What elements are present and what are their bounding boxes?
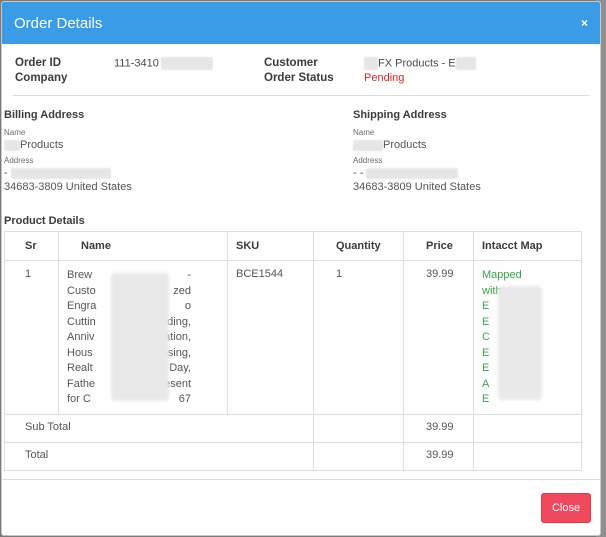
subtotal-map-empty	[473, 413, 582, 443]
billing-address: Billing Address Name Products Address - …	[4, 109, 132, 198]
redaction	[160, 57, 213, 70]
product-name-line: Engra o	[67, 300, 191, 312]
order-status-value: Pending	[364, 72, 405, 84]
intacct-map-line: Mapped	[482, 269, 522, 281]
intacct-map-line: E	[482, 362, 490, 374]
subtotal-value: 39.99	[403, 413, 474, 443]
row-quantity: 1	[313, 260, 404, 415]
close-button[interactable]: Close	[541, 493, 591, 523]
col-sr: Sr	[4, 231, 59, 261]
shipping-address-line1-text: - -	[353, 167, 364, 179]
shipping-name-text: Products	[383, 139, 427, 151]
subtotal-empty	[313, 413, 404, 443]
redaction	[498, 286, 542, 400]
modal-body: Order ID 111-3410 Company Customer FX Pr…	[2, 44, 600, 481]
order-summary: Order ID 111-3410 Company Customer FX Pr…	[13, 44, 589, 96]
redaction	[111, 273, 169, 401]
order-id-value: 111-3410	[114, 57, 213, 70]
shipping-address-line2: 34683-3809 United States	[353, 181, 481, 193]
product-details-title: Product Details	[4, 215, 85, 227]
billing-address-title: Billing Address	[4, 109, 85, 121]
redaction	[366, 167, 459, 179]
product-name-line: Realt Day,	[67, 362, 191, 374]
total-map-empty	[473, 441, 582, 471]
redaction	[10, 167, 111, 179]
customer-value: FX Products - E	[364, 57, 476, 70]
total-row: Total 39.99	[4, 441, 582, 471]
billing-name-value: Products	[4, 139, 132, 151]
billing-address-label: Address	[4, 156, 34, 165]
intacct-map-line: E	[482, 346, 490, 359]
total-value: 39.99	[403, 441, 474, 471]
order-id-text: 111-3410	[114, 57, 159, 70]
intacct-map-line: with	[482, 284, 502, 297]
redaction	[364, 57, 378, 70]
billing-name-text: Products	[20, 139, 64, 151]
row-sr: 1	[4, 260, 59, 415]
billing-address-line1-text: -	[4, 167, 8, 179]
modal-header: Order Details ×	[2, 2, 600, 44]
product-name-line: Custo zed	[67, 284, 191, 297]
table-header-row: Sr Name SKU Quantity Price Intacct Map	[4, 231, 582, 261]
shipping-name-value: Products	[353, 139, 481, 151]
product-table: Sr Name SKU Quantity Price Intacct Map 1…	[4, 231, 582, 471]
redaction	[353, 139, 383, 151]
customer-label: Customer	[264, 57, 318, 69]
shipping-address: Shipping Address Name Products Address -…	[353, 109, 481, 198]
close-icon[interactable]: ×	[580, 16, 588, 30]
billing-address-line2: 34683-3809 United States	[4, 181, 132, 193]
modal-footer: Close	[2, 479, 600, 535]
col-quantity: Quantity	[313, 231, 404, 261]
product-name-line: for C 67	[67, 393, 191, 405]
subtotal-label: Sub Total	[4, 413, 314, 443]
shipping-address-title: Shipping Address	[353, 109, 447, 121]
table-row: 1 Brew - Custo zed Engra o Cuttin edding, Anniv u…	[4, 260, 582, 415]
billing-address-line1: -	[4, 167, 132, 179]
customer-text: FX Products - E	[378, 57, 456, 70]
row-price: 39.99	[403, 260, 474, 415]
total-label: Total	[4, 441, 314, 471]
col-intacct-map: Intacct Map	[473, 231, 582, 261]
row-name: Brew - Custo zed Engra o Cuttin edding, Anniv uat…	[58, 260, 228, 415]
shipping-address-line1: - -	[353, 167, 481, 179]
modal-title: Order Details	[14, 14, 103, 32]
intacct-map-line: E	[482, 393, 490, 405]
order-status-label: Order Status	[264, 72, 334, 84]
modal-backdrop	[596, 0, 606, 537]
product-name-line: Brew -	[67, 269, 191, 281]
row-sku: BCE1544	[227, 260, 314, 415]
company-label: Company	[15, 72, 68, 84]
intacct-map-line: C	[482, 331, 490, 343]
subtotal-row: Sub Total 39.99	[4, 413, 582, 443]
shipping-name-label: Name	[353, 128, 375, 137]
shipping-address-label: Address	[353, 156, 383, 165]
col-price: Price	[403, 231, 474, 261]
redaction	[4, 139, 20, 151]
total-empty	[313, 441, 404, 471]
order-id-label: Order ID	[15, 57, 62, 69]
col-sku: SKU	[227, 231, 314, 261]
col-name: Name	[58, 231, 228, 261]
redaction	[455, 57, 476, 70]
billing-name-label: Name	[4, 128, 26, 137]
